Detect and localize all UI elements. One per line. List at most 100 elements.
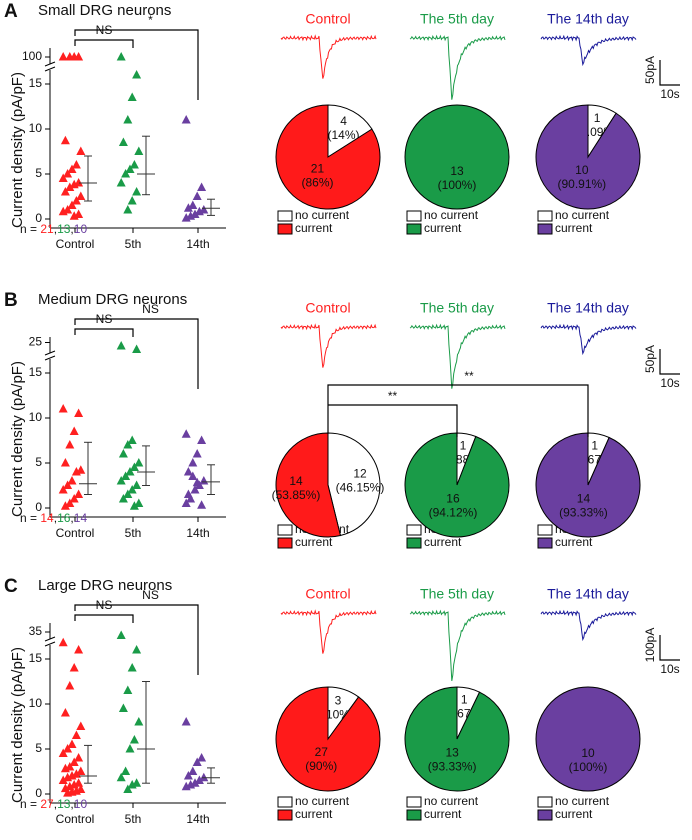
data-point bbox=[116, 630, 126, 639]
axis-break bbox=[44, 350, 56, 361]
n-part: 10 bbox=[74, 797, 88, 811]
legend-label: no current bbox=[555, 208, 610, 222]
legend-label: no current bbox=[424, 208, 479, 222]
y-tick-label: 0 bbox=[35, 211, 42, 225]
pie-slice bbox=[535, 432, 641, 538]
data-point bbox=[129, 462, 139, 471]
data-point bbox=[116, 178, 126, 187]
data-point bbox=[58, 52, 68, 61]
data-point bbox=[63, 480, 73, 489]
data-point bbox=[60, 763, 70, 773]
pie-percent: (86%) bbox=[301, 175, 333, 189]
pie-count: 13 bbox=[450, 164, 464, 178]
comparison-label: ** bbox=[464, 369, 474, 383]
legend-swatch bbox=[277, 809, 293, 821]
n-part: 21 bbox=[40, 222, 54, 236]
legend-label: current bbox=[555, 221, 593, 235]
pie-percent: (100%) bbox=[438, 178, 477, 192]
y-tick-label: 100 bbox=[22, 49, 42, 63]
current-trace bbox=[280, 34, 377, 79]
legend-label: current bbox=[424, 535, 462, 549]
pie-slice bbox=[404, 686, 510, 792]
data-point bbox=[123, 115, 133, 124]
pie-percent: (90%) bbox=[305, 759, 337, 773]
data-point bbox=[123, 440, 133, 449]
data-point bbox=[181, 717, 191, 726]
comparison-bracket bbox=[328, 404, 458, 437]
data-point bbox=[116, 476, 126, 485]
n-part: , bbox=[54, 511, 57, 525]
y-tick-label: 10 bbox=[29, 121, 43, 135]
data-point bbox=[60, 187, 70, 196]
data-point bbox=[188, 458, 198, 467]
x-tick-label: 5th bbox=[125, 526, 142, 540]
data-point bbox=[118, 703, 128, 712]
trace-title: The 5th day bbox=[420, 586, 494, 602]
pie-count: 10 bbox=[575, 163, 589, 177]
comparison-label: * bbox=[148, 13, 153, 27]
trace-title: The 14th day bbox=[547, 300, 629, 316]
y-tick-label: 5 bbox=[35, 455, 42, 469]
pie-slice bbox=[404, 432, 510, 538]
current-trace bbox=[540, 609, 637, 642]
legend-label: current bbox=[295, 535, 333, 549]
n-part: , bbox=[70, 511, 73, 525]
y-tick-label: 0 bbox=[35, 786, 42, 800]
y-tick-label: 15 bbox=[29, 651, 43, 665]
pie-count: 1 bbox=[591, 439, 598, 453]
data-point bbox=[192, 191, 202, 200]
n-part: 13 bbox=[57, 222, 71, 236]
data-point bbox=[69, 426, 79, 435]
x-tick-label: 5th bbox=[125, 812, 142, 826]
trace-title: The 5th day bbox=[420, 11, 494, 27]
trace-title: Control bbox=[305, 300, 350, 316]
y-tick-label: 35 bbox=[29, 624, 43, 638]
current-trace bbox=[409, 34, 506, 100]
data-point bbox=[67, 739, 77, 748]
data-point bbox=[132, 70, 142, 79]
legend-label: no current bbox=[555, 794, 610, 808]
data-point bbox=[60, 501, 70, 510]
n-part: 14 bbox=[40, 511, 54, 525]
comparison-bracket bbox=[74, 39, 134, 48]
data-point bbox=[71, 730, 81, 739]
data-point bbox=[123, 784, 133, 793]
data-point bbox=[132, 187, 142, 196]
y-axis-label: Current density (pA/pF) bbox=[9, 361, 26, 517]
panel-letter: B bbox=[4, 290, 18, 311]
legend-swatch bbox=[537, 223, 553, 235]
data-point bbox=[65, 681, 75, 690]
axis-break bbox=[44, 61, 56, 72]
pie-slice bbox=[275, 104, 381, 210]
scale-label: 50pA bbox=[643, 56, 657, 84]
axis-break bbox=[44, 636, 56, 647]
trace-title: The 5th day bbox=[420, 300, 494, 316]
n-part: 13 bbox=[57, 797, 71, 811]
data-point bbox=[74, 645, 84, 654]
data-point bbox=[181, 213, 191, 222]
data-point bbox=[69, 179, 79, 189]
data-point bbox=[74, 489, 84, 498]
data-point bbox=[58, 637, 68, 647]
data-point bbox=[69, 494, 79, 503]
n-part: 14 bbox=[74, 511, 88, 525]
n-label: n = 27,13,10 bbox=[20, 797, 87, 811]
x-tick-label: Control bbox=[56, 237, 95, 251]
comparison-bracket bbox=[74, 318, 199, 389]
scale-label: 10s bbox=[660, 87, 679, 101]
comparison-label: ** bbox=[388, 389, 398, 403]
n-part: n = bbox=[20, 797, 40, 811]
data-point bbox=[183, 467, 193, 476]
legend-swatch bbox=[537, 809, 553, 821]
scale-label: 50pA bbox=[643, 345, 657, 373]
scale-label: 100pA bbox=[643, 628, 657, 663]
legend-swatch bbox=[277, 796, 293, 808]
pie-slice bbox=[535, 686, 641, 792]
data-point bbox=[58, 404, 68, 413]
data-point bbox=[71, 467, 81, 476]
data-point bbox=[194, 206, 204, 216]
legend-swatch bbox=[277, 223, 293, 235]
legend-swatch bbox=[537, 537, 553, 549]
data-point bbox=[132, 480, 142, 489]
